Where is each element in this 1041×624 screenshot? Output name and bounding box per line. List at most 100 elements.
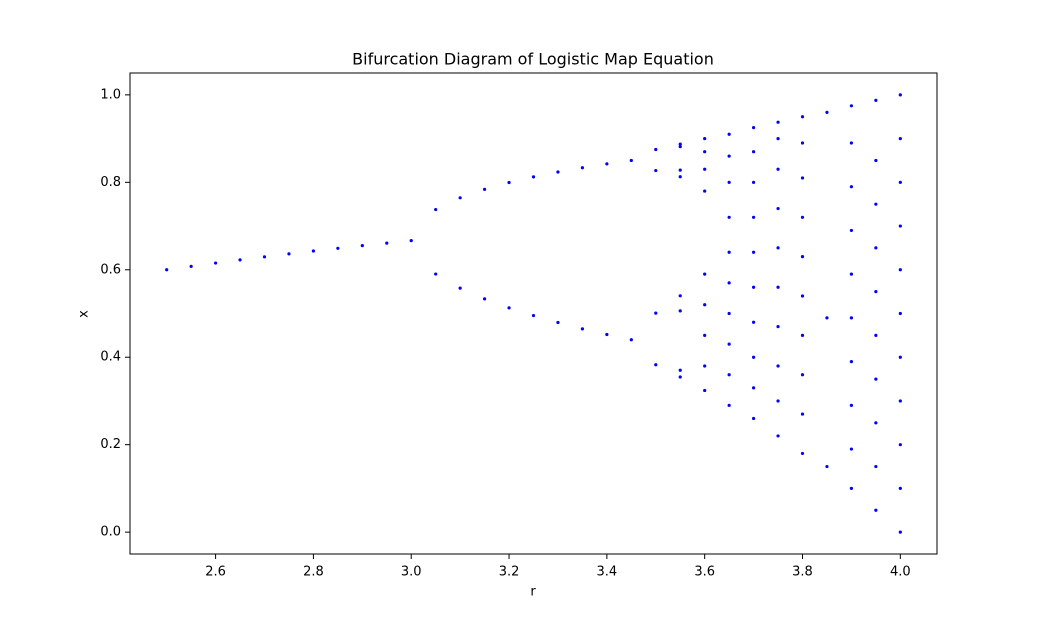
point	[874, 508, 878, 512]
point	[360, 244, 364, 248]
point	[482, 297, 487, 301]
point	[898, 311, 902, 316]
point	[800, 451, 805, 456]
point	[849, 272, 854, 276]
point	[874, 377, 878, 381]
chart-title: Bifurcation Diagram of Logistic Map Equa…	[352, 50, 714, 69]
point	[507, 306, 511, 310]
point	[727, 373, 731, 377]
point	[874, 202, 878, 206]
point	[580, 327, 585, 331]
point	[849, 104, 854, 108]
point	[703, 136, 707, 141]
point	[898, 530, 902, 534]
point	[751, 285, 756, 289]
x-tick-label: 3.2	[499, 565, 520, 580]
point	[776, 434, 780, 438]
point	[654, 168, 658, 173]
point	[458, 286, 462, 290]
point	[703, 167, 707, 171]
point	[751, 386, 756, 390]
point	[849, 447, 854, 451]
point	[800, 412, 805, 416]
x-tick-label: 4.0	[890, 565, 911, 580]
y-tick-label: 0.4	[100, 350, 121, 365]
point	[898, 93, 902, 97]
point	[434, 207, 438, 212]
point	[776, 136, 780, 141]
point	[898, 224, 902, 228]
point	[898, 268, 902, 272]
point	[800, 141, 805, 145]
point	[849, 316, 854, 320]
point	[678, 368, 682, 372]
point	[874, 333, 878, 337]
point	[898, 136, 902, 141]
point	[678, 142, 682, 146]
point	[800, 176, 805, 180]
y-tick-label: 1.0	[100, 87, 121, 102]
plot-frame	[129, 72, 938, 555]
y-tick-label: 0.6	[100, 262, 121, 277]
point	[336, 246, 340, 250]
point	[751, 320, 756, 324]
point	[776, 364, 780, 368]
point	[727, 281, 731, 285]
point	[654, 147, 658, 152]
point	[776, 285, 780, 289]
y-tick-label: 0.2	[100, 437, 121, 452]
point	[556, 170, 560, 174]
x-tick-label: 2.6	[205, 565, 226, 580]
point	[531, 313, 536, 318]
point	[507, 180, 511, 185]
point	[727, 180, 731, 184]
point	[751, 126, 756, 130]
point	[800, 333, 805, 337]
point	[776, 120, 780, 124]
point	[849, 141, 854, 145]
point	[385, 241, 389, 245]
point	[800, 215, 805, 219]
point	[165, 268, 169, 272]
point	[605, 162, 609, 166]
point	[605, 332, 609, 337]
point	[874, 464, 878, 469]
point	[776, 167, 780, 171]
point	[849, 403, 854, 407]
point	[727, 342, 731, 346]
point	[751, 150, 756, 154]
point	[800, 294, 805, 298]
point	[703, 388, 707, 393]
point	[727, 154, 731, 158]
point	[849, 486, 854, 491]
point	[898, 486, 902, 491]
point	[311, 249, 316, 253]
point	[849, 360, 854, 364]
point	[800, 373, 805, 377]
point	[727, 132, 731, 136]
point	[874, 246, 878, 250]
point	[482, 187, 487, 191]
point	[458, 196, 462, 200]
point	[678, 294, 682, 298]
point	[703, 333, 707, 337]
point	[751, 180, 756, 184]
point	[629, 158, 633, 163]
x-tick-label: 3.6	[694, 565, 715, 580]
point	[703, 150, 707, 154]
point	[898, 443, 902, 447]
point	[751, 250, 756, 254]
point	[898, 355, 902, 359]
x-tick-label: 3.4	[597, 565, 618, 580]
point	[238, 258, 242, 262]
point	[531, 175, 536, 179]
point	[629, 338, 633, 342]
point	[213, 261, 218, 265]
point	[776, 246, 780, 250]
point	[727, 250, 731, 254]
point	[898, 399, 902, 403]
y-tick-label: 0.8	[100, 175, 121, 190]
point	[849, 185, 854, 189]
point	[678, 144, 682, 149]
